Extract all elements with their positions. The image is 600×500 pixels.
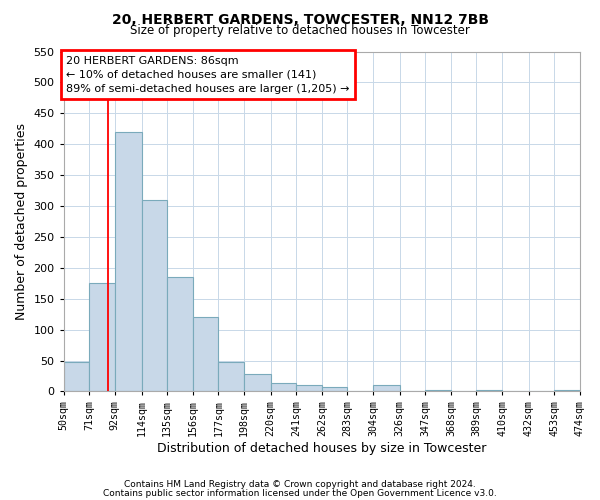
Bar	[425, 390, 451, 392]
Bar	[64, 362, 89, 392]
X-axis label: Distribution of detached houses by size in Towcester: Distribution of detached houses by size …	[157, 442, 487, 455]
Text: Contains HM Land Registry data © Crown copyright and database right 2024.: Contains HM Land Registry data © Crown c…	[124, 480, 476, 489]
Bar	[322, 387, 347, 392]
Text: Size of property relative to detached houses in Towcester: Size of property relative to detached ho…	[130, 24, 470, 37]
Bar	[554, 390, 580, 392]
Text: Contains public sector information licensed under the Open Government Licence v3: Contains public sector information licen…	[103, 488, 497, 498]
Bar	[476, 390, 502, 392]
Bar	[296, 385, 322, 392]
Bar	[244, 374, 271, 392]
Bar	[167, 277, 193, 392]
Bar	[218, 362, 244, 392]
Bar	[193, 318, 218, 392]
Bar	[115, 132, 142, 392]
Bar	[89, 284, 115, 392]
Text: 20, HERBERT GARDENS, TOWCESTER, NN12 7BB: 20, HERBERT GARDENS, TOWCESTER, NN12 7BB	[112, 12, 488, 26]
Text: 20 HERBERT GARDENS: 86sqm
← 10% of detached houses are smaller (141)
89% of semi: 20 HERBERT GARDENS: 86sqm ← 10% of detac…	[66, 56, 350, 94]
Y-axis label: Number of detached properties: Number of detached properties	[15, 123, 28, 320]
Bar	[373, 385, 400, 392]
Bar	[271, 384, 296, 392]
Bar	[142, 200, 167, 392]
